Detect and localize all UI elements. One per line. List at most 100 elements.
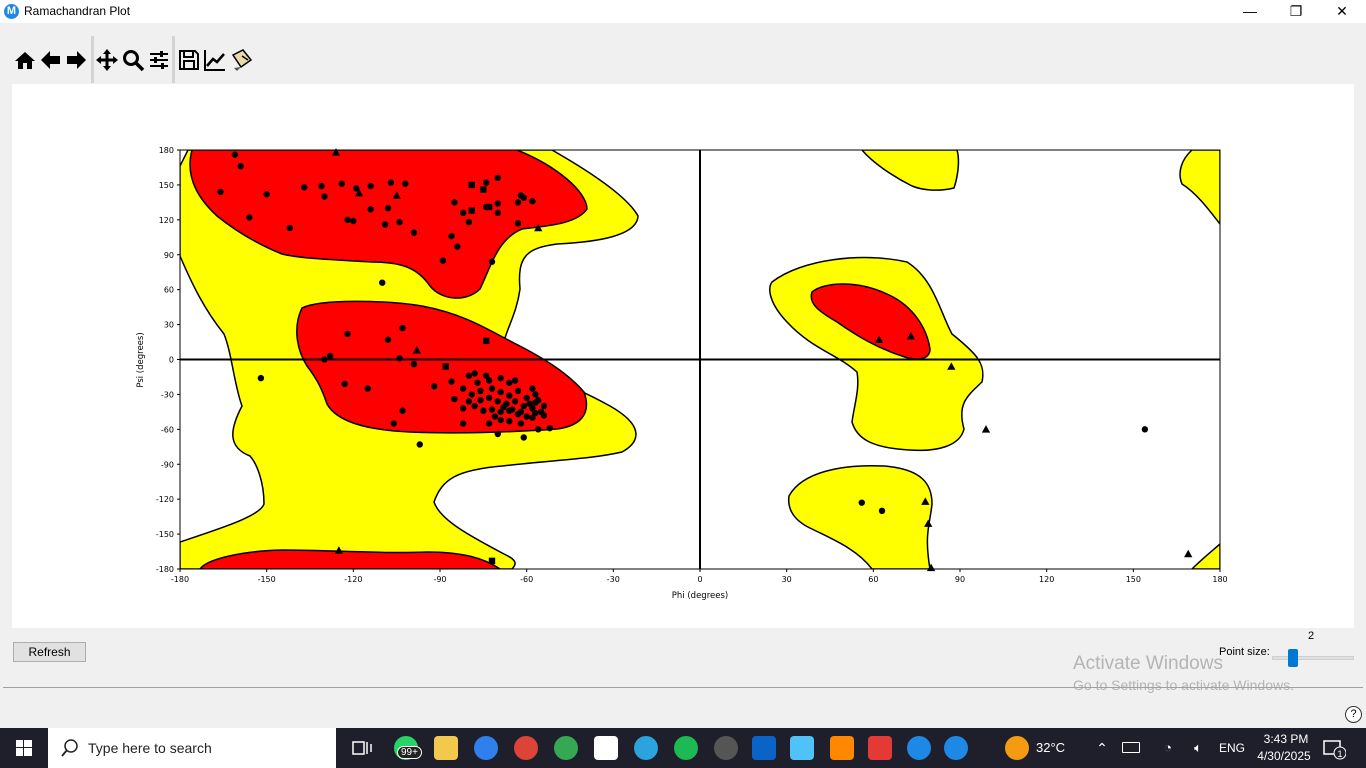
save-icon[interactable] bbox=[176, 47, 202, 73]
weather-icon[interactable] bbox=[1005, 736, 1029, 760]
data-point-circle bbox=[390, 420, 397, 427]
data-point-circle bbox=[529, 385, 536, 392]
ramachandran-plot: -180 -150 -120 -90 -60 -30 0 30 60 90 120 150 180 180… bbox=[136, 146, 1228, 601]
back-arrow-icon[interactable] bbox=[38, 47, 64, 73]
point-size-slider-track[interactable] bbox=[1272, 656, 1354, 660]
weather-temperature[interactable]: 32°C bbox=[1036, 740, 1066, 755]
data-point-circle bbox=[517, 192, 525, 199]
point-size-slider-thumb[interactable] bbox=[1288, 649, 1298, 667]
data-point-circle bbox=[477, 397, 484, 404]
close-button[interactable]: ✕ bbox=[1336, 3, 1348, 19]
maximize-button[interactable]: ❐ bbox=[1289, 3, 1303, 19]
data-point-circle bbox=[511, 377, 519, 384]
outlook-icon[interactable] bbox=[752, 736, 776, 760]
data-point-circle bbox=[532, 391, 539, 398]
chrome-icon[interactable] bbox=[514, 736, 538, 760]
data-point-circle bbox=[494, 174, 501, 182]
x-tick-label: 150 bbox=[1126, 575, 1141, 584]
allowed-region bbox=[787, 464, 933, 569]
help-icon[interactable]: ? bbox=[1345, 706, 1362, 723]
data-point-circle bbox=[526, 400, 533, 407]
data-point-circle bbox=[517, 408, 525, 416]
file-explorer-icon[interactable] bbox=[434, 736, 458, 760]
data-point-circle bbox=[878, 507, 886, 515]
customize-icon[interactable] bbox=[228, 47, 254, 73]
data-point-circle bbox=[497, 388, 504, 396]
clock-date[interactable]: 4/30/2025 bbox=[1257, 749, 1311, 763]
x-tick-label: -90 bbox=[433, 575, 446, 584]
notification-count: 1 bbox=[1337, 749, 1342, 759]
configure-subplots-icon[interactable] bbox=[146, 47, 172, 73]
data-point-circle bbox=[529, 405, 536, 412]
data-point-square bbox=[485, 203, 493, 211]
zoom-icon[interactable] bbox=[120, 47, 146, 73]
data-point-circle bbox=[523, 394, 530, 402]
data-point-circle bbox=[497, 374, 504, 382]
data-point-circle bbox=[471, 370, 478, 377]
stocks-app-icon[interactable] bbox=[594, 736, 618, 760]
notification-center-icon[interactable]: 1 bbox=[1322, 738, 1347, 763]
data-point-circle bbox=[471, 402, 478, 410]
spotify-icon[interactable] bbox=[674, 736, 698, 760]
data-point-circle bbox=[263, 191, 270, 198]
data-point-circle bbox=[364, 385, 371, 392]
wifi-icon[interactable]: ◔ bbox=[1164, 740, 1172, 755]
data-point-triangle bbox=[412, 346, 422, 354]
forward-arrow-icon[interactable] bbox=[63, 47, 89, 73]
data-point-circle bbox=[387, 179, 395, 186]
task-view-icon[interactable] bbox=[350, 736, 374, 760]
pan-icon[interactable] bbox=[94, 47, 120, 73]
edge-icon[interactable] bbox=[474, 736, 498, 760]
data-point-circle bbox=[497, 416, 504, 424]
data-point-circle bbox=[399, 324, 406, 332]
volume-icon[interactable]: 🔈︎ bbox=[1194, 740, 1202, 755]
minimize-button[interactable]: — bbox=[1243, 3, 1257, 19]
data-point-circle bbox=[494, 398, 501, 405]
media-player-icon[interactable] bbox=[714, 736, 738, 760]
data-point-circle bbox=[485, 377, 493, 384]
data-point-square bbox=[480, 186, 487, 193]
data-point-circle bbox=[858, 499, 865, 506]
telegram-icon[interactable] bbox=[634, 736, 658, 760]
vlc-icon[interactable] bbox=[830, 736, 854, 760]
y-tick-label: -180 bbox=[156, 565, 174, 574]
y-tick-label: 180 bbox=[159, 146, 174, 155]
data-point-circle bbox=[410, 229, 418, 236]
clock-time[interactable]: 3:43 PM bbox=[1263, 732, 1309, 746]
data-point-circle bbox=[367, 182, 374, 190]
data-point-circle bbox=[488, 258, 496, 265]
data-point-circle bbox=[506, 379, 513, 386]
chrome-profile-icon[interactable] bbox=[554, 736, 578, 760]
allowed-region bbox=[1179, 150, 1220, 226]
data-point-circle bbox=[350, 217, 357, 225]
data-point-circle bbox=[396, 355, 403, 362]
language-indicator[interactable]: ENG bbox=[1219, 741, 1246, 755]
taskbar-search-box[interactable]: Type here to search bbox=[48, 728, 336, 768]
y-tick-label: 0 bbox=[169, 356, 174, 365]
home-icon[interactable] bbox=[12, 47, 38, 73]
app-m-icon[interactable] bbox=[907, 736, 931, 760]
y-axis-label: Psi (degrees) bbox=[136, 332, 146, 387]
refresh-button[interactable]: Refresh bbox=[13, 642, 86, 662]
azure-icon[interactable] bbox=[790, 736, 814, 760]
notification-badge: 99+ bbox=[397, 746, 422, 759]
edit-axis-icon[interactable] bbox=[202, 47, 228, 73]
axis-ticks: -180 -150 -120 -90 -60 -30 0 30 60 90 120 150 180 180… bbox=[156, 146, 1228, 584]
app-m-active-icon[interactable] bbox=[944, 736, 968, 760]
battery-icon[interactable] bbox=[1122, 742, 1140, 753]
wps-office-icon[interactable] bbox=[868, 736, 892, 760]
data-point-circle bbox=[480, 407, 487, 414]
data-point-circle bbox=[523, 413, 530, 420]
allowed-region bbox=[861, 150, 960, 191]
data-point-circle bbox=[416, 441, 423, 448]
point-size-value: 2 bbox=[1308, 630, 1315, 642]
data-point-circle bbox=[381, 221, 389, 228]
data-point-circle bbox=[514, 387, 522, 395]
data-point-triangle bbox=[334, 546, 344, 554]
chevron-up-icon[interactable]: ⌃ bbox=[1096, 740, 1108, 756]
windows-start-button[interactable] bbox=[0, 728, 48, 768]
data-point-circle bbox=[246, 214, 253, 221]
x-tick-label: 30 bbox=[782, 575, 792, 584]
figure-canvas[interactable]: -180 -150 -120 -90 -60 -30 0 30 60 90 120 150 180 180… bbox=[12, 84, 1354, 628]
data-point-circle bbox=[399, 407, 406, 414]
